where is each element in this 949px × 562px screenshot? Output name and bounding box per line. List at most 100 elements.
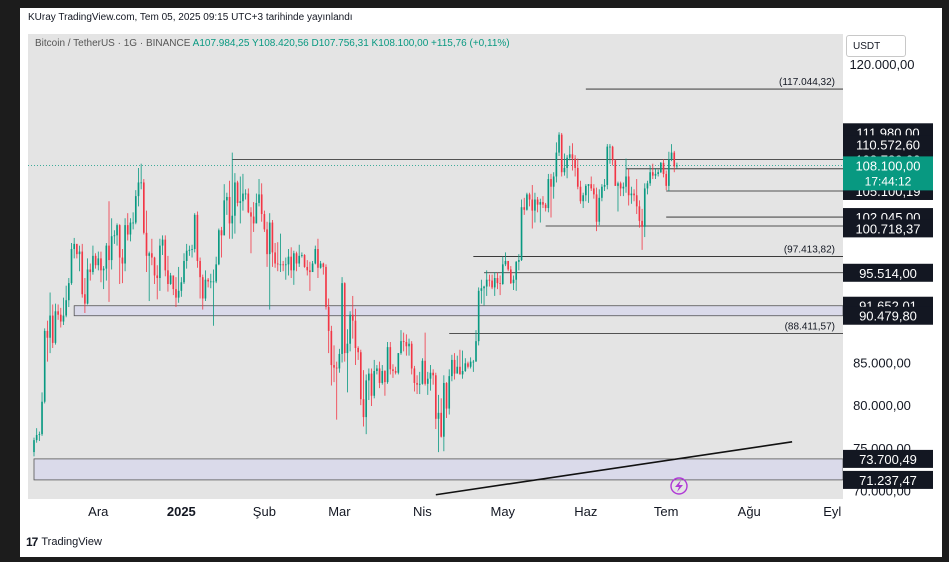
candle-body	[622, 186, 625, 189]
tradingview-logo-icon[interactable]: 17	[26, 535, 38, 549]
chart-snapshot-frame: KUray TradingView.com, Tem 05, 2025 09:1…	[20, 8, 942, 557]
candle-body	[400, 341, 402, 354]
price-change: +115,76 (+0,11%)	[431, 38, 510, 49]
candle-body	[617, 183, 619, 186]
x-tick-label: Nis	[413, 504, 432, 519]
candle-body	[298, 255, 301, 264]
candle-body	[295, 253, 298, 264]
x-tick-label: Mar	[328, 504, 351, 519]
candle-body	[614, 160, 617, 186]
candle-body	[625, 176, 627, 187]
candle-body	[293, 253, 295, 271]
candle-body	[598, 197, 601, 222]
price-level-label	[843, 470, 933, 489]
candle-body	[373, 371, 376, 396]
candle-body	[469, 361, 472, 367]
candle-body	[662, 162, 665, 174]
candle-body	[121, 257, 124, 264]
candle-body	[76, 243, 78, 255]
candle-body	[429, 372, 432, 379]
candle-body	[110, 236, 113, 261]
candle-body	[263, 214, 266, 230]
trendline	[435, 441, 793, 496]
candle-body	[563, 167, 566, 173]
candle-body	[376, 368, 378, 372]
last-price-label	[843, 156, 933, 191]
candle-body	[218, 230, 220, 265]
candle-body	[665, 173, 668, 186]
candle-body	[97, 258, 100, 266]
candle-body	[268, 222, 271, 255]
currency-button[interactable]: USDT	[846, 35, 906, 57]
candle-body	[290, 256, 292, 271]
candle-body	[239, 201, 242, 203]
candle-body	[402, 341, 405, 343]
candle-body	[651, 172, 654, 176]
candle-body	[201, 277, 204, 299]
candle-body	[143, 182, 145, 233]
last-price-text: 108.100,00	[855, 158, 920, 173]
price-level-label-text: 100.718,37	[855, 221, 920, 236]
candle-body	[641, 220, 643, 227]
candle-body	[220, 230, 223, 236]
candle-body	[459, 366, 461, 375]
x-tick-label: May	[491, 504, 516, 519]
candle-body	[78, 251, 81, 255]
candle-body	[392, 369, 394, 372]
candle-body	[319, 263, 322, 268]
candle-body	[410, 343, 413, 369]
candle-body	[448, 376, 451, 409]
candle-body	[54, 311, 57, 343]
x-tick-label: Eyl	[823, 504, 841, 519]
candle-body	[635, 195, 638, 207]
candle-body	[226, 196, 228, 201]
candle-body	[193, 214, 196, 250]
candle-body	[108, 245, 110, 261]
candle-body	[571, 154, 574, 159]
candle-body	[603, 185, 606, 187]
candle-body	[129, 222, 132, 235]
candle-body	[341, 283, 343, 354]
candle-body	[67, 283, 70, 301]
candle-body	[542, 202, 544, 205]
candle-body	[49, 315, 51, 338]
price-level-note: (117.044,32)	[779, 77, 835, 88]
candle-body	[408, 343, 410, 347]
price-level-label-text: 110.572,60	[856, 137, 920, 152]
candle-body	[491, 280, 493, 288]
price-level-label-text: 73.700,49	[859, 452, 917, 467]
candle-body	[499, 283, 501, 284]
candlestick-chart[interactable]: 120.000,0085.000,0080.000,0075.000,0070.…	[20, 8, 942, 557]
candle-body	[595, 194, 598, 222]
candle-body	[536, 199, 539, 205]
candle-body	[287, 256, 290, 265]
candle-body	[250, 212, 252, 217]
candle-body	[544, 204, 547, 209]
candle-body	[501, 264, 504, 284]
candle-body	[526, 194, 528, 210]
candle-body	[231, 215, 234, 224]
candle-body	[480, 288, 483, 291]
candle-body	[472, 361, 475, 363]
publish-header: KUray TradingView.com, Tem 05, 2025 09:1…	[28, 12, 353, 23]
candle-body	[116, 225, 118, 236]
x-tick-label: Ağu	[738, 504, 761, 519]
candle-body	[89, 269, 92, 273]
ohlc-high: Y108.420,56	[251, 38, 309, 49]
candle-body	[349, 314, 351, 344]
candle-body	[518, 260, 520, 262]
candle-body	[244, 193, 247, 195]
price-level-label	[843, 219, 933, 238]
ohlc-close: K108.100,00	[371, 38, 429, 49]
candle-body	[440, 412, 443, 437]
candle-body	[627, 176, 630, 196]
x-tick-label: Şub	[253, 504, 276, 519]
candle-body	[113, 235, 116, 237]
candle-body	[169, 275, 172, 284]
price-level-label	[843, 135, 933, 154]
candle-body	[477, 290, 480, 342]
candle-body	[258, 194, 260, 203]
candle-body	[451, 359, 453, 377]
candle-body	[670, 152, 673, 160]
candle-body	[180, 282, 183, 291]
